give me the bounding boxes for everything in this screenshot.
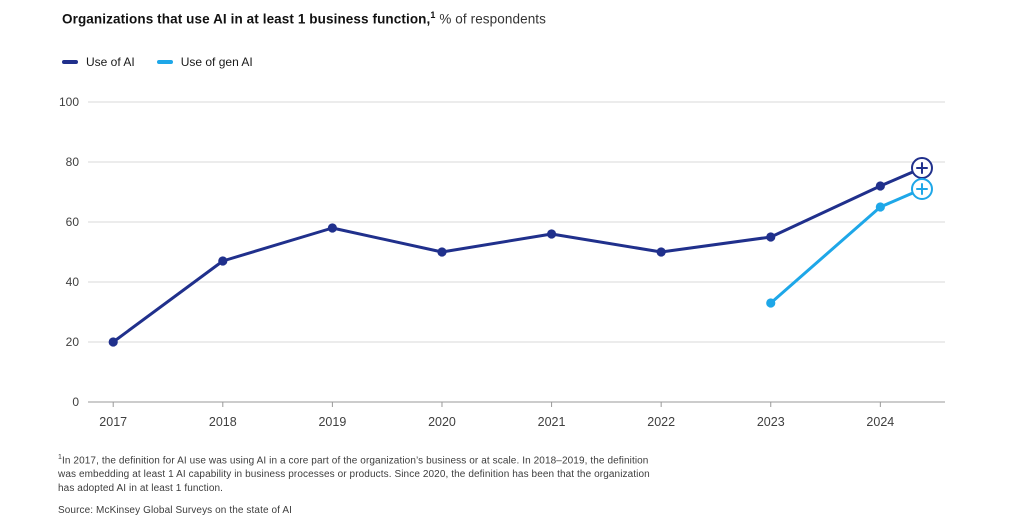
title-bold-text: Organizations that use AI in at least 1 … [62,11,431,27]
footnote-line: was embedding at least 1 AI capability i… [58,469,650,481]
footnote: 1In 2017, the definition for AI use was … [58,451,650,496]
footnote-line: 1In 2017, the definition for AI use was … [58,454,649,467]
source-line: Source: McKinsey Global Surveys on the s… [58,505,293,516]
data-point-use-of-ai [875,181,885,191]
y-tick-label: 40 [66,275,80,289]
x-tick-label: 2024 [866,415,894,429]
data-point-use-of-ai [218,256,228,266]
title-normal-text: % of respondents [435,11,547,27]
data-point-use-of-ai [108,337,118,347]
page-title: Organizations that use AI in at least 1 … [62,10,546,27]
data-point-use-of-ai [437,247,447,257]
legend: Use of AI Use of gen AI [62,55,253,69]
x-tick-label: 2020 [428,415,456,429]
x-tick-label: 2018 [209,415,237,429]
data-point-use-of-ai [327,223,337,233]
chart-svg: 0 20 40 60 80 100 2017 2018 2019 2020 2021 2022 2023… [59,95,945,429]
data-point-use-of-gen-ai [875,202,885,212]
footnote-marker: 1 [58,454,62,461]
expand-plus-icon-use-of-ai[interactable] [910,157,933,179]
data-point-use-of-ai [546,229,557,239]
legend-item-use-of-gen-ai: Use of gen AI [156,55,253,69]
y-tick-label: 100 [59,95,79,109]
legend-label: Use of gen AI [180,55,253,69]
legend-swatch [62,60,78,64]
y-tick-label: 20 [66,335,80,349]
y-tick-label: 80 [66,155,80,169]
x-tick-label: 2017 [99,415,127,429]
y-tick-label: 60 [66,215,80,229]
title-footnote-marker: 1 [430,10,436,20]
x-tick-label: 2019 [318,415,346,429]
x-tick-label: 2023 [757,415,785,429]
legend-item-use-of-ai: Use of AI [62,55,135,69]
series-line-use-of-ai [111,166,924,344]
series-line-use-of-gen-ai [769,187,924,305]
expand-plus-icon-use-of-gen-ai[interactable] [910,178,933,200]
x-tick-label: 2022 [647,415,675,429]
data-point-use-of-ai [766,232,776,242]
data-point-use-of-gen-ai [766,298,776,308]
y-tick-label: 0 [72,395,79,409]
footnote-line: has adopted AI in at least 1 function. [58,483,224,495]
x-tick-label: 2021 [538,415,566,429]
data-point-use-of-ai [656,247,666,257]
legend-swatch [156,60,173,64]
legend-label: Use of AI [86,55,135,69]
